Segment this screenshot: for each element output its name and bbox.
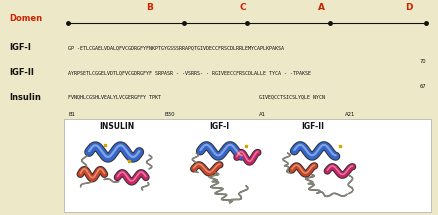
Text: Insulin: Insulin [10, 93, 41, 101]
Text: INSULIN: INSULIN [99, 122, 134, 131]
Text: IGF-II: IGF-II [301, 122, 325, 131]
Text: Domen: Domen [10, 14, 42, 23]
Text: GIVEQCCTSICSLYQLE NYCN: GIVEQCCTSICSLYQLE NYCN [259, 95, 325, 100]
Text: IGF-II: IGF-II [10, 68, 34, 77]
Text: C: C [240, 3, 246, 12]
Text: AYRPSETLCGGELVDTLQFVCGDRGFYF SRPASR - -VSRRS- - RGIVEECCFRSCDLALLE TYCA - -TPAKS: AYRPSETLCGGELVDTLQFVCGDRGFYF SRPASR - -V… [68, 70, 311, 75]
Text: GP -ETLCGAELVDALQFVCGDRGFYFNKPTGYGSSSRRAPQTGIVDECCFRSCDLRRLEMYCAPLKPAKSA: GP -ETLCGAELVDALQFVCGDRGFYFNKPTGYGSSSRRA… [68, 45, 284, 50]
Text: B: B [146, 3, 152, 12]
Text: A21: A21 [345, 112, 355, 117]
Text: 67: 67 [420, 84, 426, 89]
Text: IGF-I: IGF-I [10, 43, 31, 52]
Text: IGF-I: IGF-I [209, 122, 229, 131]
Text: B30: B30 [164, 112, 175, 117]
Text: FVNQHLCGSHLVEALYLVCGERGFFY TPKT: FVNQHLCGSHLVEALYLVCGERGFFY TPKT [68, 95, 161, 100]
Text: D: D [405, 3, 413, 12]
Text: A1: A1 [259, 112, 266, 117]
Text: B1: B1 [68, 112, 75, 117]
FancyBboxPatch shape [64, 119, 431, 212]
Text: A: A [318, 3, 325, 12]
Text: 70: 70 [420, 59, 426, 64]
